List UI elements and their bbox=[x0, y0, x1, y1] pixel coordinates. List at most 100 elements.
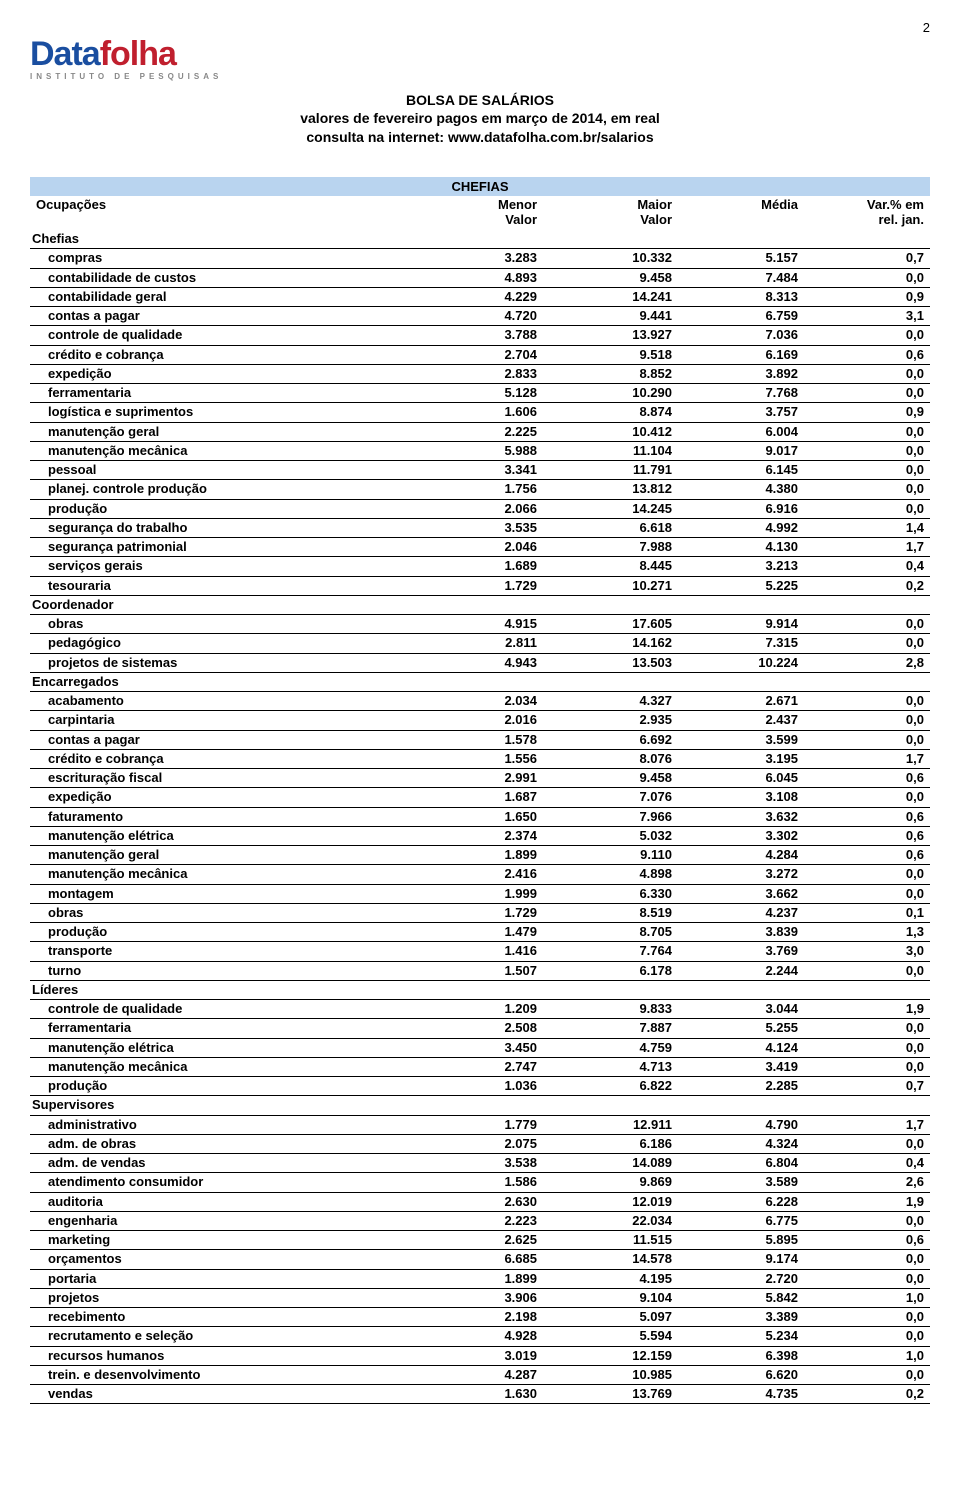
table-row: portaria1.8994.1952.7200,0 bbox=[30, 1269, 930, 1288]
cell-menor: 1.779 bbox=[408, 1115, 543, 1134]
cell-menor: 1.899 bbox=[408, 846, 543, 865]
cell-media: 3.599 bbox=[678, 730, 804, 749]
row-name: obras bbox=[30, 615, 408, 634]
group-label: Encarregados bbox=[30, 672, 930, 691]
cell-media: 2.671 bbox=[678, 692, 804, 711]
cell-menor: 1.999 bbox=[408, 884, 543, 903]
table-row: manutenção geral1.8999.1104.2840,6 bbox=[30, 846, 930, 865]
table-row: montagem1.9996.3303.6620,0 bbox=[30, 884, 930, 903]
table-row: orçamentos6.68514.5789.1740,0 bbox=[30, 1250, 930, 1269]
cell-var: 0,0 bbox=[804, 1134, 930, 1153]
row-name: produção bbox=[30, 923, 408, 942]
cell-menor: 1.729 bbox=[408, 576, 543, 595]
cell-menor: 6.685 bbox=[408, 1250, 543, 1269]
document-title: BOLSA DE SALÁRIOS valores de fevereiro p… bbox=[30, 91, 930, 148]
row-name: serviços gerais bbox=[30, 557, 408, 576]
cell-media: 3.632 bbox=[678, 807, 804, 826]
cell-menor: 1.729 bbox=[408, 903, 543, 922]
table-row: obras1.7298.5194.2370,1 bbox=[30, 903, 930, 922]
cell-var: 0,9 bbox=[804, 287, 930, 306]
cell-var: 0,0 bbox=[804, 1211, 930, 1230]
cell-var: 0,0 bbox=[804, 730, 930, 749]
table-row: logística e suprimentos1.6068.8743.7570,… bbox=[30, 403, 930, 422]
cell-maior: 2.935 bbox=[543, 711, 678, 730]
col-maior: MaiorValor bbox=[543, 196, 678, 230]
cell-var: 0,0 bbox=[804, 1019, 930, 1038]
row-name: segurança do trabalho bbox=[30, 518, 408, 537]
cell-media: 6.398 bbox=[678, 1346, 804, 1365]
cell-maior: 13.503 bbox=[543, 653, 678, 672]
cell-media: 3.757 bbox=[678, 403, 804, 422]
cell-maior: 14.162 bbox=[543, 634, 678, 653]
cell-var: 0,0 bbox=[804, 711, 930, 730]
section-header: CHEFIAS bbox=[30, 177, 930, 196]
cell-menor: 1.899 bbox=[408, 1269, 543, 1288]
row-name: vendas bbox=[30, 1385, 408, 1404]
cell-maior: 10.412 bbox=[543, 422, 678, 441]
cell-maior: 14.089 bbox=[543, 1154, 678, 1173]
row-name: contabilidade geral bbox=[30, 287, 408, 306]
table-row: recursos humanos3.01912.1596.3981,0 bbox=[30, 1346, 930, 1365]
cell-menor: 1.507 bbox=[408, 961, 543, 980]
row-name: turno bbox=[30, 961, 408, 980]
cell-media: 5.157 bbox=[678, 249, 804, 268]
row-name: compras bbox=[30, 249, 408, 268]
row-name: montagem bbox=[30, 884, 408, 903]
table-row: planej. controle produção1.75613.8124.38… bbox=[30, 480, 930, 499]
row-name: pedagógico bbox=[30, 634, 408, 653]
row-name: controle de qualidade bbox=[30, 326, 408, 345]
cell-maior: 4.898 bbox=[543, 865, 678, 884]
table-row: crédito e cobrança1.5568.0763.1951,7 bbox=[30, 749, 930, 768]
cell-var: 0,0 bbox=[804, 692, 930, 711]
table-row: ferramentaria5.12810.2907.7680,0 bbox=[30, 384, 930, 403]
table-row: manutenção mecânica2.4164.8983.2720,0 bbox=[30, 865, 930, 884]
cell-var: 1,7 bbox=[804, 749, 930, 768]
column-header: Ocupações MenorValor MaiorValor Média Va… bbox=[30, 196, 930, 230]
cell-maior: 4.713 bbox=[543, 1057, 678, 1076]
cell-maior: 8.852 bbox=[543, 364, 678, 383]
cell-var: 0,0 bbox=[804, 480, 930, 499]
cell-maior: 14.578 bbox=[543, 1250, 678, 1269]
table-row: manutenção geral2.22510.4126.0040,0 bbox=[30, 422, 930, 441]
cell-media: 2.720 bbox=[678, 1269, 804, 1288]
row-name: orçamentos bbox=[30, 1250, 408, 1269]
cell-maior: 7.966 bbox=[543, 807, 678, 826]
table-row: transporte1.4167.7643.7693,0 bbox=[30, 942, 930, 961]
cell-menor: 1.578 bbox=[408, 730, 543, 749]
cell-media: 2.285 bbox=[678, 1077, 804, 1096]
cell-var: 2,6 bbox=[804, 1173, 930, 1192]
table-row: escrituração fiscal2.9919.4586.0450,6 bbox=[30, 769, 930, 788]
cell-media: 3.769 bbox=[678, 942, 804, 961]
table-row: obras4.91517.6059.9140,0 bbox=[30, 615, 930, 634]
row-name: produção bbox=[30, 1077, 408, 1096]
title-line1: BOLSA DE SALÁRIOS bbox=[30, 91, 930, 110]
group-label: Líderes bbox=[30, 980, 930, 999]
table-row: carpintaria2.0162.9352.4370,0 bbox=[30, 711, 930, 730]
cell-var: 0,4 bbox=[804, 1154, 930, 1173]
cell-maior: 8.076 bbox=[543, 749, 678, 768]
group-row: Líderes bbox=[30, 980, 930, 999]
cell-media: 6.169 bbox=[678, 345, 804, 364]
row-name: trein. e desenvolvimento bbox=[30, 1365, 408, 1384]
cell-media: 4.124 bbox=[678, 1038, 804, 1057]
row-name: produção bbox=[30, 499, 408, 518]
cell-var: 0,0 bbox=[804, 615, 930, 634]
group-row: Encarregados bbox=[30, 672, 930, 691]
cell-maior: 4.759 bbox=[543, 1038, 678, 1057]
cell-maior: 9.869 bbox=[543, 1173, 678, 1192]
cell-var: 1,7 bbox=[804, 538, 930, 557]
row-name: pessoal bbox=[30, 461, 408, 480]
cell-menor: 1.689 bbox=[408, 557, 543, 576]
table-row: auditoria2.63012.0196.2281,9 bbox=[30, 1192, 930, 1211]
cell-var: 0,1 bbox=[804, 903, 930, 922]
cell-media: 6.145 bbox=[678, 461, 804, 480]
cell-var: 0,0 bbox=[804, 884, 930, 903]
cell-maior: 7.887 bbox=[543, 1019, 678, 1038]
row-name: contas a pagar bbox=[30, 730, 408, 749]
table-row: produção1.0366.8222.2850,7 bbox=[30, 1077, 930, 1096]
cell-maior: 6.186 bbox=[543, 1134, 678, 1153]
cell-media: 9.914 bbox=[678, 615, 804, 634]
table-row: expedição1.6877.0763.1080,0 bbox=[30, 788, 930, 807]
cell-var: 0,6 bbox=[804, 1231, 930, 1250]
table-row: contabilidade geral4.22914.2418.3130,9 bbox=[30, 287, 930, 306]
